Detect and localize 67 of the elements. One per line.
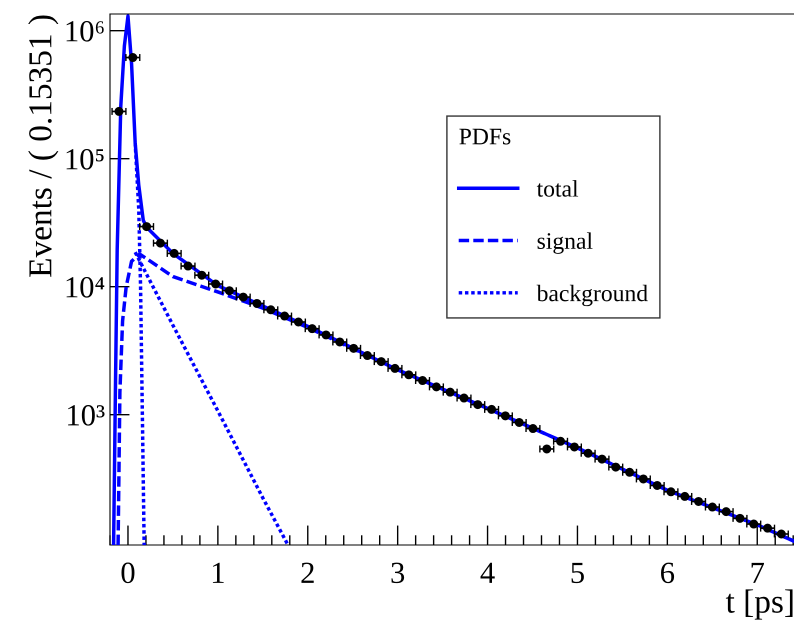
point — [652, 480, 662, 490]
x-tick-label: 4 — [480, 562, 495, 583]
point — [266, 305, 276, 314]
point — [418, 376, 428, 386]
x-tick-label: 6 — [661, 562, 674, 584]
point — [184, 262, 193, 271]
point — [570, 442, 579, 452]
point — [708, 502, 717, 512]
point — [597, 454, 606, 464]
point — [280, 312, 290, 321]
legend-label: background — [536, 284, 648, 306]
point — [735, 514, 744, 523]
x-axis-title: t [ps] — [726, 589, 793, 620]
x-tick-label: 7 — [752, 562, 764, 583]
point — [556, 436, 566, 446]
point — [625, 468, 634, 477]
point — [584, 448, 593, 458]
point — [404, 370, 414, 380]
point — [238, 292, 248, 302]
point — [170, 248, 179, 258]
point — [128, 53, 138, 62]
y-tick-label: 10³ — [68, 405, 105, 426]
point — [114, 106, 124, 116]
point — [294, 318, 303, 326]
point — [694, 496, 704, 506]
point — [142, 222, 152, 232]
point — [638, 474, 648, 484]
point — [487, 404, 496, 414]
point — [390, 364, 400, 373]
y-tick-label: 10⁶ — [66, 20, 104, 42]
point — [362, 351, 372, 360]
point — [542, 444, 552, 454]
point — [335, 337, 344, 346]
point — [252, 298, 262, 308]
point — [680, 492, 690, 501]
point — [224, 286, 234, 296]
point — [460, 394, 469, 403]
point — [446, 388, 455, 397]
point — [349, 344, 358, 353]
point — [666, 487, 676, 496]
x-tick-label: 0 — [122, 562, 134, 584]
point — [722, 507, 731, 516]
point — [749, 520, 758, 529]
point — [500, 411, 510, 420]
legend-title: PDFs — [459, 128, 510, 144]
point — [473, 400, 482, 410]
y-tick-label: 10⁴ — [66, 276, 104, 298]
point — [156, 238, 165, 248]
y-axis-title: Events / ( 0.15351 ) — [28, 15, 58, 277]
point — [776, 530, 786, 538]
x-tick-label: 1 — [212, 562, 224, 583]
y-tick-label: 10⁵ — [66, 148, 104, 170]
point — [514, 418, 524, 427]
x-tick-label: 3 — [391, 562, 404, 584]
point — [763, 524, 772, 533]
point — [308, 324, 317, 334]
legend-label: total — [536, 180, 578, 197]
point — [376, 357, 386, 366]
point — [432, 382, 441, 392]
point — [211, 279, 220, 288]
point — [322, 330, 331, 340]
x-tick-label: 5 — [572, 562, 584, 584]
point — [528, 424, 538, 434]
point — [611, 462, 620, 472]
legend-label: signal — [538, 232, 593, 254]
point — [197, 270, 206, 280]
x-tick-label: 2 — [301, 562, 314, 583]
